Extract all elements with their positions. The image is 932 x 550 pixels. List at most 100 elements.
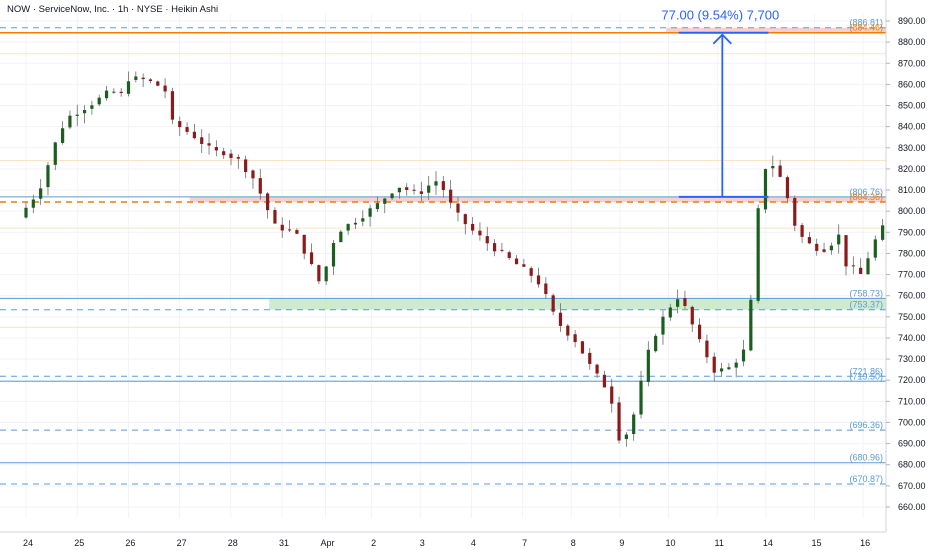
zone-red [189, 196, 887, 202]
candle-up [661, 316, 665, 335]
candle-down [544, 283, 548, 295]
candle-down [295, 230, 299, 234]
candle-up [668, 307, 672, 318]
candle-up [639, 380, 643, 415]
candle-up [654, 335, 658, 352]
candle-down [266, 193, 270, 211]
measure-arrow-head [712, 33, 732, 45]
price-tick-label: 870.00 [898, 58, 926, 68]
candle-up [353, 222, 358, 225]
candle-down [302, 234, 306, 254]
level-label-806.76: (806.76) [849, 187, 883, 197]
candle-down [778, 165, 782, 177]
candle-down [185, 127, 189, 132]
price-tick-label: 840.00 [898, 122, 926, 132]
price-tick-label: 680.00 [898, 460, 926, 470]
candle-down [229, 153, 233, 158]
candle-down [690, 306, 694, 325]
candle-up [383, 198, 387, 204]
time-tick-label: 26 [125, 538, 135, 548]
candle-up [361, 218, 365, 222]
time-tick-label: 14 [763, 538, 773, 548]
time-tick-label: 4 [471, 538, 476, 548]
candle-down [844, 235, 848, 267]
candle-up [837, 234, 841, 245]
price-tick-label: 780.00 [898, 248, 926, 258]
measure-label: 77.00 (9.54%) 7,700 [661, 8, 779, 23]
candle-down [851, 265, 855, 267]
price-tick-label: 690.00 [898, 439, 926, 449]
candle-down [558, 312, 563, 326]
level-label-758.73: (758.73) [849, 288, 883, 298]
chart-title: NOW · ServiceNow, Inc. · 1h · NYSE · Hei… [7, 4, 219, 15]
price-tick-label: 850.00 [898, 101, 926, 111]
level-label-886.81: (886.81) [849, 18, 883, 28]
candle-down [178, 121, 182, 128]
candle-down [800, 225, 804, 237]
candle-down [309, 252, 314, 265]
price-tick-label: 860.00 [898, 79, 926, 89]
candle-down [507, 252, 511, 258]
time-tick-label: 15 [811, 538, 821, 548]
candle-down [522, 264, 526, 267]
candle-down [280, 224, 284, 231]
candle-down [588, 352, 592, 364]
zone-green [269, 298, 886, 310]
candle-down [478, 230, 482, 236]
candle-down [529, 268, 533, 276]
candle-down [705, 340, 709, 358]
level-label-670.87: (670.87) [849, 474, 883, 484]
candle-up [331, 242, 336, 267]
candle-up [324, 266, 328, 282]
candle-down [500, 249, 504, 251]
time-tick-label: 16 [860, 538, 870, 548]
time-tick-label: 11 [715, 538, 724, 548]
price-tick-label: 710.00 [898, 396, 926, 406]
candle-down [449, 189, 453, 203]
time-tick-label: 31 [279, 538, 289, 548]
candle-down [712, 356, 716, 373]
candle-up [741, 349, 746, 362]
price-tick-label: 660.00 [898, 502, 926, 512]
candle-up [97, 97, 101, 105]
candle-down [141, 77, 145, 80]
candle-up [873, 239, 877, 258]
candle-up [112, 91, 116, 93]
candle-up [881, 225, 885, 240]
price-tick-label: 760.00 [898, 291, 926, 301]
candle-down [236, 157, 240, 159]
candle-up [61, 128, 65, 143]
candle-up [646, 349, 650, 382]
candle-up [24, 207, 28, 218]
candle-up [676, 299, 680, 307]
level-label-804.36: (804.36) [849, 192, 883, 202]
candle-down [536, 275, 541, 285]
candle-down [207, 143, 211, 146]
candle-up [632, 414, 636, 435]
candle-down [317, 265, 321, 282]
price-tick-label: 740.00 [898, 333, 926, 343]
candle-up [31, 199, 35, 208]
price-tick-label: 790.00 [898, 227, 926, 237]
candle-down [119, 91, 123, 94]
time-tick-label: Apr [321, 538, 335, 548]
candle-down [822, 249, 826, 252]
candle-down [471, 223, 475, 231]
candle-down [485, 236, 489, 244]
candle-up [719, 368, 724, 372]
candle-down [815, 243, 819, 251]
candle-up [346, 224, 350, 231]
candle-up [727, 367, 731, 370]
time-tick-label: 8 [571, 538, 576, 548]
zone-red [666, 27, 886, 33]
candle-down [405, 187, 409, 190]
candle-down [170, 91, 175, 120]
candle-down [441, 181, 445, 190]
candle-up [756, 208, 760, 301]
price-tick-label: 810.00 [898, 185, 926, 195]
candle-down [617, 402, 621, 441]
candle-up [46, 165, 50, 188]
price-tick-label: 800.00 [898, 206, 926, 216]
